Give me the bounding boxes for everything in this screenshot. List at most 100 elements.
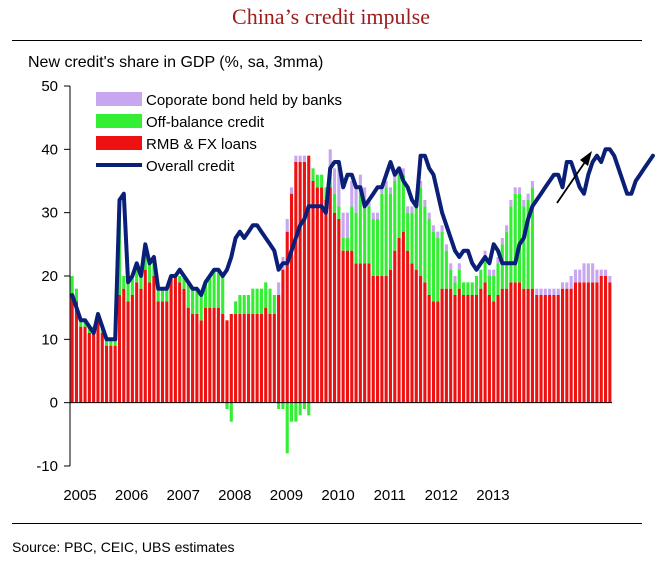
bar-off-balance: [251, 288, 255, 314]
bar-corporate-bond: [599, 269, 603, 276]
legend-label: RMB & FX loans: [146, 136, 257, 153]
bar-rmb-fx-loans: [186, 307, 190, 403]
bar-rmb-fx-loans: [264, 307, 268, 403]
bar-corporate-bond: [298, 155, 302, 162]
bar-rmb-fx-loans: [117, 295, 122, 403]
bar-rmb-fx-loans: [358, 263, 362, 403]
bar-off-balance: [350, 206, 354, 251]
bar-rmb-fx-loans: [178, 282, 182, 403]
bar-rmb-fx-loans: [496, 295, 500, 403]
bar-rmb-fx-loans: [384, 276, 388, 403]
bar-off-balance: [401, 174, 405, 232]
bar-rmb-fx-loans: [603, 276, 608, 403]
x-tick-label: 2009: [270, 487, 303, 504]
bar-rmb-fx-loans: [332, 212, 337, 403]
legend: Coporate bond held by banks Off-balance c…: [96, 92, 342, 175]
bar-rmb-fx-loans: [165, 301, 169, 403]
bar-off-balance: [212, 269, 216, 308]
bar-corporate-bond: [444, 244, 448, 251]
bar-corporate-bond: [376, 212, 380, 219]
bar-rmb-fx-loans: [535, 295, 539, 403]
bar-rmb-fx-loans: [337, 219, 341, 403]
annotation-arrow-head: [580, 151, 592, 166]
bar-off-balance: [483, 257, 487, 283]
bar-corporate-bond: [565, 282, 569, 289]
bar-rmb-fx-loans: [552, 295, 556, 403]
bar-corporate-bond: [363, 187, 367, 207]
bar-corporate-bond: [294, 155, 298, 162]
bar-off-balance: [156, 288, 160, 302]
bar-rmb-fx-loans: [573, 282, 577, 403]
bar-rmb-fx-loans: [376, 276, 380, 403]
bar-off-balance: [264, 282, 268, 308]
legend-swatch: [96, 136, 142, 150]
bar-off-balance: [440, 231, 444, 289]
bar-off-balance: [225, 402, 229, 409]
bar-off-balance: [178, 276, 182, 283]
bar-rmb-fx-loans: [311, 181, 315, 403]
bar-off-balance: [453, 282, 457, 295]
bar-rmb-fx-loans: [135, 282, 139, 403]
bar-off-balance: [388, 193, 393, 270]
y-tick-label: 50: [41, 78, 58, 95]
chart-title: China’s credit impulse: [232, 4, 430, 29]
bar-rmb-fx-loans: [113, 345, 117, 403]
bar-rmb-fx-loans: [363, 263, 367, 403]
bar-rmb-fx-loans: [182, 288, 186, 403]
bar-rmb-fx-loans: [216, 307, 220, 403]
bar-rmb-fx-loans: [427, 295, 431, 403]
bar-off-balance: [135, 263, 139, 283]
bar-off-balance: [285, 402, 289, 454]
bar-rmb-fx-loans: [410, 263, 414, 403]
bar-rmb-fx-loans: [470, 295, 474, 403]
bar-corporate-bond: [423, 200, 427, 207]
bar-corporate-bond: [337, 168, 341, 207]
bar-off-balance: [203, 282, 208, 308]
bar-off-balance: [109, 339, 113, 346]
annotation-arrow-shaft: [556, 161, 586, 204]
bar-rmb-fx-loans: [397, 238, 401, 403]
bar-off-balance: [462, 282, 466, 295]
bar-off-balance: [242, 295, 246, 314]
bar-rmb-fx-loans: [582, 282, 586, 403]
bar-rmb-fx-loans: [354, 263, 358, 403]
bar-off-balance: [277, 402, 281, 409]
y-tick-label: 40: [41, 141, 58, 158]
bar-corporate-bond: [509, 200, 513, 207]
bar-rmb-fx-loans: [298, 162, 302, 403]
bar-corporate-bond: [431, 225, 436, 232]
bar-rmb-fx-loans: [320, 187, 324, 403]
bar-rmb-fx-loans: [246, 314, 251, 403]
bar-corporate-bond: [419, 181, 423, 188]
y-tick-label: 20: [41, 268, 58, 285]
bar-off-balance: [341, 238, 345, 251]
bar-rmb-fx-loans: [436, 301, 440, 403]
bar-corporate-bond: [535, 288, 539, 295]
bar-corporate-bond: [492, 269, 496, 276]
legend-label: Coporate bond held by banks: [146, 92, 342, 109]
bar-rmb-fx-loans: [259, 314, 263, 403]
bar-off-balance: [268, 288, 272, 314]
bar-off-balance: [517, 193, 522, 283]
bar-corporate-bond: [608, 276, 612, 283]
bar-off-balance: [105, 339, 109, 346]
bar-corporate-bond: [586, 263, 590, 283]
bar-off-balance: [302, 402, 306, 409]
bar-rmb-fx-loans: [419, 276, 423, 403]
bar-rmb-fx-loans: [229, 314, 233, 403]
bar-rmb-fx-loans: [341, 250, 345, 403]
bar-off-balance: [148, 263, 152, 283]
bar-rmb-fx-loans: [294, 162, 298, 403]
bar-off-balance: [294, 402, 298, 422]
bar-corporate-bond: [345, 212, 350, 238]
bar-rmb-fx-loans: [367, 263, 371, 403]
bar-rmb-fx-loans: [444, 288, 448, 403]
bar-corporate-bond: [453, 276, 457, 283]
bar-off-balance: [479, 269, 483, 289]
axes-layer: -10 0 10 20 30 40 50 2005 2006 2007 2008 2009 2010 20…: [36, 78, 612, 504]
bar-corporate-bond: [384, 181, 388, 188]
annotation-layer: [556, 151, 592, 204]
bar-rmb-fx-loans: [556, 295, 560, 403]
bar-rmb-fx-loans: [221, 314, 225, 403]
